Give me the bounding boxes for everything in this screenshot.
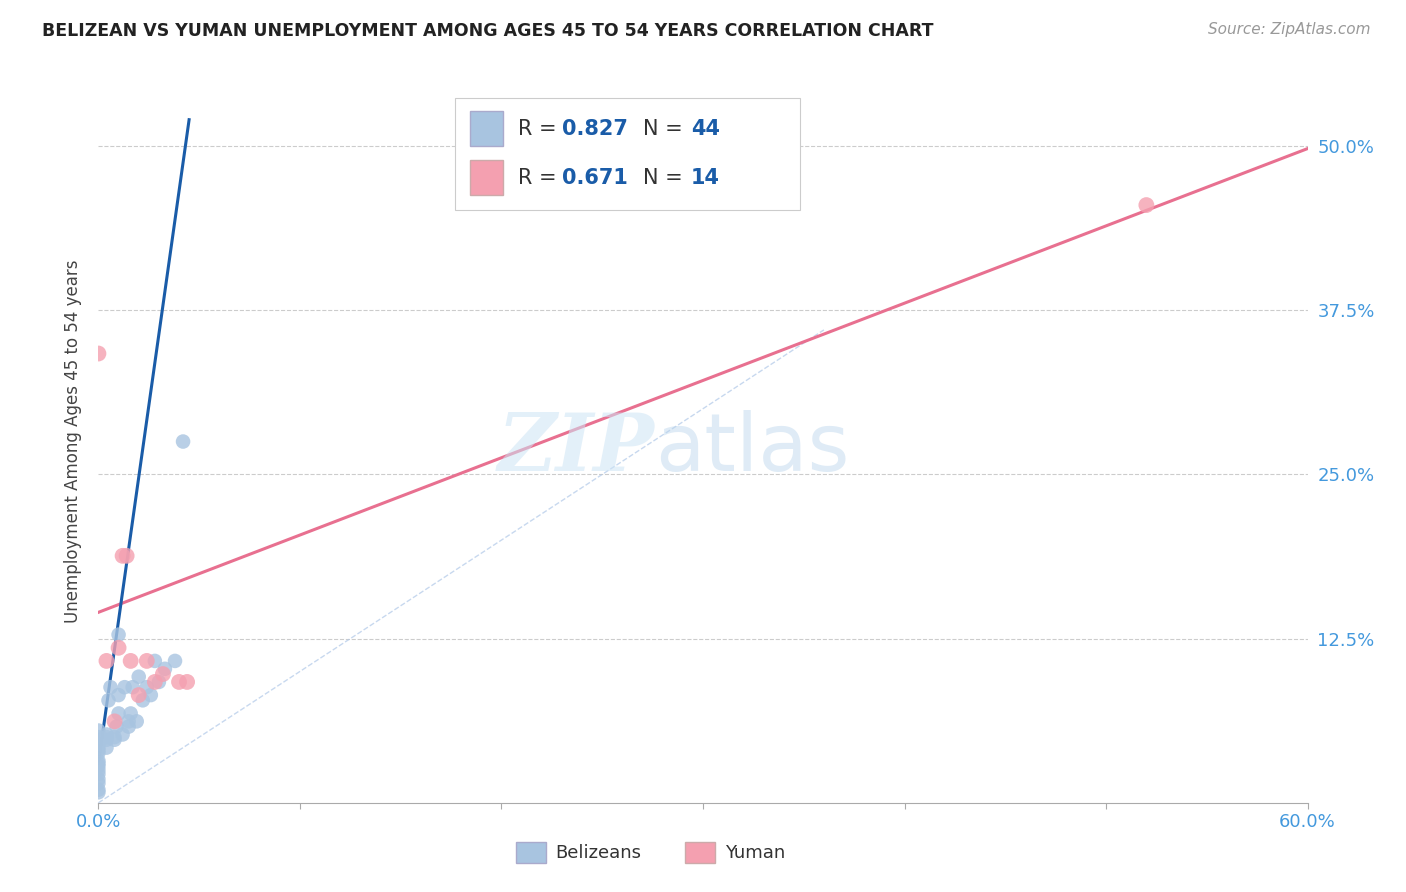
Text: 14: 14 bbox=[690, 168, 720, 188]
Point bbox=[152, 667, 174, 681]
Text: atlas: atlas bbox=[655, 409, 849, 488]
FancyBboxPatch shape bbox=[456, 98, 800, 211]
Point bbox=[135, 680, 157, 694]
Point bbox=[139, 688, 162, 702]
Point bbox=[118, 714, 141, 729]
Point bbox=[87, 759, 110, 773]
Text: Yuman: Yuman bbox=[724, 844, 785, 862]
Text: 0.671: 0.671 bbox=[561, 168, 627, 188]
Point bbox=[176, 675, 198, 690]
Point bbox=[87, 785, 110, 799]
Point bbox=[103, 732, 125, 747]
Point bbox=[87, 730, 110, 744]
Point bbox=[132, 693, 155, 707]
Point bbox=[87, 346, 110, 360]
Text: N =: N = bbox=[643, 119, 689, 138]
Point bbox=[87, 782, 110, 797]
Point bbox=[128, 670, 150, 684]
Point bbox=[128, 688, 150, 702]
Point bbox=[87, 767, 110, 781]
Point bbox=[153, 662, 176, 676]
Point bbox=[107, 706, 129, 721]
Point bbox=[87, 756, 110, 771]
Text: 44: 44 bbox=[690, 119, 720, 138]
Point bbox=[107, 627, 129, 641]
Point bbox=[120, 654, 142, 668]
Text: N =: N = bbox=[643, 168, 689, 188]
Point bbox=[87, 737, 110, 751]
Text: 0.827: 0.827 bbox=[561, 119, 627, 138]
Point bbox=[121, 680, 143, 694]
Text: Belizeans: Belizeans bbox=[555, 844, 641, 862]
Point bbox=[87, 746, 110, 760]
Point bbox=[87, 732, 110, 747]
Point bbox=[105, 720, 128, 734]
Point bbox=[87, 776, 110, 790]
Point bbox=[87, 723, 110, 738]
Text: R =: R = bbox=[517, 168, 564, 188]
Point bbox=[167, 675, 190, 690]
Point bbox=[115, 549, 138, 563]
Point bbox=[96, 727, 118, 741]
Point bbox=[87, 743, 110, 757]
Point bbox=[172, 434, 194, 449]
Point bbox=[103, 714, 125, 729]
Point bbox=[100, 680, 122, 694]
Point bbox=[163, 654, 186, 668]
Point bbox=[118, 720, 141, 734]
Point bbox=[96, 730, 118, 744]
Point bbox=[96, 654, 118, 668]
Y-axis label: Unemployment Among Ages 45 to 54 years: Unemployment Among Ages 45 to 54 years bbox=[63, 260, 82, 624]
Point bbox=[125, 714, 148, 729]
FancyBboxPatch shape bbox=[685, 842, 716, 863]
Point bbox=[87, 772, 110, 786]
Point bbox=[120, 706, 142, 721]
Point bbox=[87, 740, 110, 755]
Point bbox=[143, 654, 166, 668]
FancyBboxPatch shape bbox=[470, 161, 503, 195]
Point bbox=[87, 754, 110, 768]
Point bbox=[114, 680, 136, 694]
Point bbox=[111, 549, 134, 563]
Text: R =: R = bbox=[517, 119, 564, 138]
Point bbox=[148, 675, 170, 690]
Point bbox=[1135, 198, 1157, 212]
Text: ZIP: ZIP bbox=[498, 410, 655, 488]
Point bbox=[111, 727, 134, 741]
Point bbox=[96, 740, 118, 755]
Point bbox=[103, 730, 125, 744]
Text: Source: ZipAtlas.com: Source: ZipAtlas.com bbox=[1208, 22, 1371, 37]
Point bbox=[135, 654, 157, 668]
Point bbox=[87, 763, 110, 777]
Point bbox=[107, 640, 129, 655]
Point bbox=[107, 688, 129, 702]
Point bbox=[143, 675, 166, 690]
FancyBboxPatch shape bbox=[516, 842, 546, 863]
Point bbox=[97, 693, 120, 707]
Text: BELIZEAN VS YUMAN UNEMPLOYMENT AMONG AGES 45 TO 54 YEARS CORRELATION CHART: BELIZEAN VS YUMAN UNEMPLOYMENT AMONG AGE… bbox=[42, 22, 934, 40]
Point bbox=[96, 732, 118, 747]
FancyBboxPatch shape bbox=[470, 112, 503, 146]
